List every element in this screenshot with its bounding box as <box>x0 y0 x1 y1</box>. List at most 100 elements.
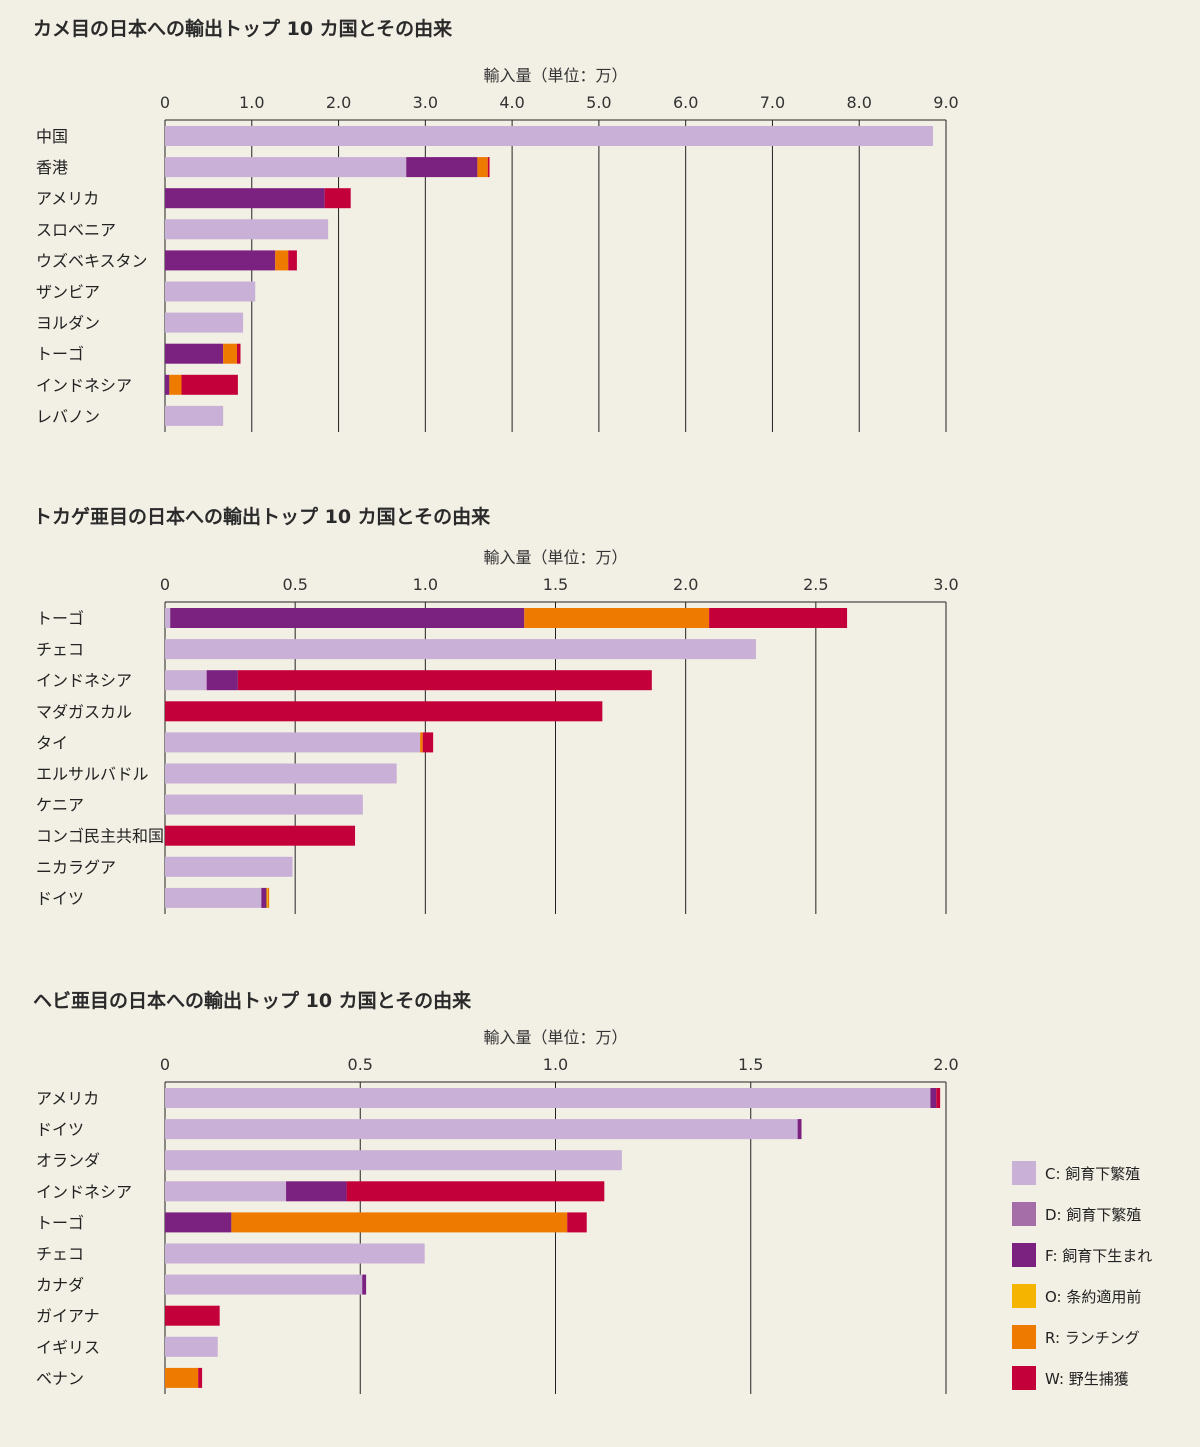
bar-segment-R <box>267 887 270 908</box>
category-label: タイ <box>36 733 68 752</box>
bar-segment-F <box>206 670 238 691</box>
bar-segment-R <box>275 250 289 271</box>
bar-segment-C <box>165 1274 363 1295</box>
category-label: ベナン <box>36 1369 84 1388</box>
bar-segment-R <box>420 732 423 753</box>
bar-segment-C <box>165 763 397 784</box>
category-label: ドイツ <box>36 889 84 908</box>
bar-segment-R <box>223 343 238 364</box>
x-tick-label: 4.0 <box>499 93 524 112</box>
category-label: ニカラグア <box>36 858 116 877</box>
chart-title: トカゲ亜目の日本への輸出トップ 10 カ国とその由来 <box>33 505 490 528</box>
bar-segment-W <box>567 1212 587 1233</box>
bar-segment-W <box>165 1305 220 1326</box>
bar-segment-R <box>524 608 710 628</box>
bar-segment-F <box>930 1088 937 1108</box>
bar-segment-R <box>231 1212 568 1233</box>
category-label: カナダ <box>36 1276 84 1295</box>
x-axis-title: 輸入量（単位：万） <box>483 548 627 567</box>
bar-segment-W <box>324 188 351 209</box>
category-label: アメリカ <box>36 1089 99 1108</box>
x-tick-label: 3.0 <box>933 575 958 594</box>
x-tick-label: 2.5 <box>803 575 828 594</box>
x-tick-label: 0.5 <box>282 575 307 594</box>
bar-segment-W <box>936 1088 941 1108</box>
legend-label: O: 条約適用前 <box>1045 1288 1141 1306</box>
bar-segment-F <box>165 250 276 271</box>
x-tick-label: 1.0 <box>543 1055 568 1074</box>
x-axis-title: 輸入量（単位：万） <box>483 1028 627 1047</box>
bar-segment-W <box>346 1181 605 1202</box>
bar-segment-F <box>165 374 170 395</box>
x-tick-label: 2.0 <box>673 575 698 594</box>
bar-segment-C <box>165 1119 798 1140</box>
chart-title: ヘビ亜目の日本への輸出トップ 10 カ国とその由来 <box>33 989 471 1012</box>
x-tick-label: 3.0 <box>413 93 438 112</box>
x-tick-label: 1.5 <box>543 575 568 594</box>
x-axis-title: 輸入量（単位：万） <box>483 66 627 85</box>
bar-segment-C <box>165 1150 622 1171</box>
legend-label: R: ランチング <box>1045 1329 1140 1347</box>
category-label: オランダ <box>36 1151 100 1170</box>
x-tick-label: 5.0 <box>586 93 611 112</box>
bar-segment-F <box>406 157 478 178</box>
category-label: インドネシア <box>36 1182 132 1201</box>
bar-segment-F <box>286 1181 347 1202</box>
bar-segment-W <box>198 1367 203 1388</box>
legend-swatch-O <box>1012 1284 1036 1308</box>
category-label: 香港 <box>36 158 68 177</box>
bar-segment-W <box>237 670 652 691</box>
legend-swatch-R <box>1012 1325 1036 1349</box>
bar-segment-C <box>165 1088 931 1108</box>
bar-segment-C <box>165 670 207 691</box>
x-tick-label: 8.0 <box>846 93 871 112</box>
category-label: ウズベキスタン <box>36 251 148 270</box>
category-label: トーゴ <box>36 609 84 628</box>
bar-segment-C <box>165 281 256 302</box>
chart-title: カメ目の日本への輸出トップ 10 カ国とその由来 <box>33 17 452 40</box>
x-tick-label: 6.0 <box>673 93 698 112</box>
bar-segment-O <box>266 887 268 908</box>
x-tick-label: 7.0 <box>760 93 785 112</box>
bar-segment-F <box>362 1274 367 1295</box>
bar-segment-C <box>165 405 224 426</box>
legend-label: D: 飼育下繁殖 <box>1045 1206 1141 1224</box>
category-label: ザンビア <box>36 283 100 302</box>
bar-segment-F <box>165 343 224 364</box>
category-label: トーゴ <box>36 345 84 364</box>
category-label: イギリス <box>36 1338 100 1357</box>
bar-segment-W <box>181 374 238 395</box>
category-label: ヨルダン <box>36 314 100 333</box>
legend-swatch-C <box>1012 1161 1036 1185</box>
category-label: コンゴ民主共和国 <box>36 827 164 846</box>
x-tick-label: 1.5 <box>738 1055 763 1074</box>
legend-label: C: 飼育下繁殖 <box>1045 1165 1140 1183</box>
bar-segment-C <box>165 1243 425 1264</box>
x-tick-label: 0 <box>160 93 170 112</box>
category-label: ケニア <box>36 796 84 815</box>
legend-swatch-D <box>1012 1202 1036 1226</box>
bar-segment-C <box>165 608 171 628</box>
legend: C: 飼育下繁殖 D: 飼育下繁殖 F: 飼育下生まれ O: 条約適用前 R: ランチン… <box>1012 1161 1152 1390</box>
bar-segment-C <box>165 856 293 877</box>
category-label: 中国 <box>36 127 68 146</box>
x-tick-label: 2.0 <box>326 93 351 112</box>
category-label: トーゴ <box>36 1213 84 1232</box>
category-label: チェコ <box>36 1245 84 1264</box>
bar-segment-W <box>487 157 490 178</box>
bar-segment-C <box>165 887 262 908</box>
category-label: レバノン <box>36 407 100 426</box>
bar-segment-C <box>165 1181 287 1202</box>
bar-segment-F <box>165 188 325 209</box>
x-tick-label: 2.0 <box>933 1055 958 1074</box>
legend-swatch-F <box>1012 1243 1036 1267</box>
category-label: エルサルバドル <box>36 765 148 784</box>
category-label: ドイツ <box>36 1120 84 1139</box>
x-tick-label: 0 <box>160 1055 170 1074</box>
bar-segment-F <box>797 1119 802 1140</box>
x-tick-label: 1.0 <box>413 575 438 594</box>
bar-segment-R <box>477 157 488 178</box>
bar-segment-W <box>709 608 848 628</box>
